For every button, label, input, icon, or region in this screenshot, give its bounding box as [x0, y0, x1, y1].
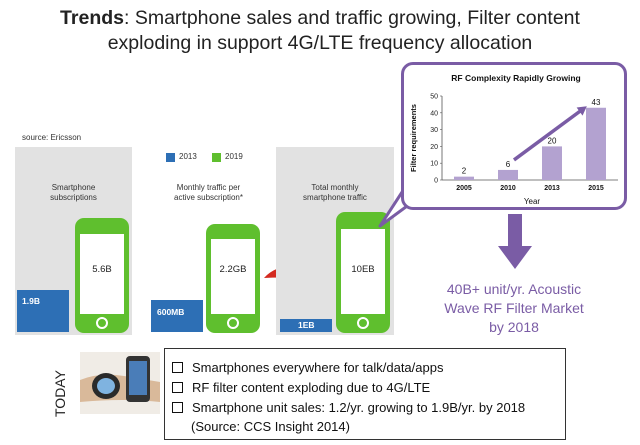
- value-2019-subscriptions: 5.6B: [92, 264, 112, 275]
- trend-arrow-head: [576, 106, 587, 116]
- bar-2013-subscriptions: 1.9B: [17, 290, 69, 332]
- y-tick-label: 0: [434, 178, 438, 185]
- checkbox-bullet-icon: [172, 402, 183, 413]
- today-label: TODAY: [52, 370, 68, 417]
- legend-2019-label: 2019: [225, 152, 243, 161]
- value-2013-traffic: 600MB: [157, 307, 185, 317]
- bar-2005: [454, 176, 474, 180]
- checkbox-bullet-icon: [172, 382, 183, 393]
- phone-2019-total: [336, 212, 390, 333]
- page-title: Trends: Smartphone sales and traffic gro…: [0, 6, 640, 56]
- phone-2019-subscriptions: [75, 218, 129, 333]
- x-tick-label-2005: 2005: [456, 185, 472, 192]
- phone-home-button: [227, 317, 239, 329]
- rf-complexity-chart: RF Complexity Rapidly Growing Filter req…: [409, 73, 618, 206]
- panel-total-label-line2: smartphone traffic: [303, 193, 367, 202]
- bullet-text: Smartphones everywhere for talk/data/app…: [192, 360, 444, 375]
- panel-total-label: Total monthly smartphone traffic: [276, 183, 394, 203]
- phone-screen: [341, 229, 385, 314]
- bullet-box: [164, 348, 566, 440]
- phone-home-button: [357, 317, 369, 329]
- source-label: source: Ericsson: [22, 133, 82, 142]
- panel-subscriptions-label-line1: Smartphone: [51, 183, 96, 192]
- data-label-2010: 6: [506, 160, 511, 169]
- y-tick-label: 50: [430, 94, 438, 101]
- chart-xlabel: Year: [524, 197, 541, 206]
- market-line-2: Wave RF Filter Market: [444, 300, 584, 316]
- chart-bars: 2 2005 6 2010 20 2013 43 2015: [454, 98, 606, 192]
- y-tick-label: 40: [430, 110, 438, 117]
- bar-2013: [542, 146, 562, 180]
- market-line-3: by 2018: [489, 319, 539, 335]
- bar-2013-traffic: 600MB: [151, 300, 203, 332]
- value-2013-subscriptions: 1.9B: [22, 296, 40, 306]
- panel-traffic-label: Monthly traffic per active subscription*: [150, 183, 267, 203]
- panel-traffic-label-line2: active subscription*: [174, 193, 243, 202]
- bullet-item-2: RF filter content exploding due to 4G/LT…: [172, 379, 430, 397]
- legend-2019-swatch: [212, 153, 221, 162]
- phone-screen: [211, 239, 255, 314]
- panel-subscriptions-label: Smartphone subscriptions: [15, 183, 132, 203]
- bullet-text: RF filter content exploding due to 4G/LT…: [192, 380, 431, 395]
- y-tick-label: 20: [430, 144, 438, 151]
- title-line2: exploding in support 4G/LTE frequency al…: [107, 32, 533, 54]
- bullet-item-3: Smartphone unit sales: 1.2/yr. growing t…: [172, 399, 525, 417]
- legend-2013-label: 2013: [179, 152, 197, 161]
- bar-2010: [498, 169, 518, 180]
- x-tick-label-2015: 2015: [588, 185, 604, 192]
- phone-2019-traffic: [206, 224, 260, 333]
- value-2019-total: 10EB: [351, 264, 375, 275]
- chart-popup: [401, 62, 627, 210]
- market-line-1: 40B+ unit/yr. Acoustic: [446, 281, 582, 297]
- title-bold: Trends: [60, 7, 124, 29]
- x-tick-label-2010: 2010: [500, 185, 516, 192]
- bullet-text: Smartphone unit sales: 1.2/yr. growing t…: [192, 400, 526, 415]
- bullet-item-1: Smartphones everywhere for talk/data/app…: [172, 359, 443, 377]
- panel-subscriptions-label-line2: subscriptions: [50, 193, 97, 202]
- value-2013-total: 1EB: [298, 320, 315, 330]
- title-rest: : Smartphone sales and traffic growing, …: [123, 7, 580, 29]
- phone-home-button: [96, 317, 108, 329]
- smartwatch-photo: [80, 352, 160, 414]
- chart-title: RF Complexity Rapidly Growing: [451, 73, 580, 83]
- trend-arrow: [512, 108, 584, 162]
- down-arrow-icon: [498, 214, 532, 269]
- panel-total-label-line1: Total monthly: [311, 183, 359, 192]
- bar-2015: [586, 107, 606, 180]
- y-tick-label: 10: [430, 161, 438, 168]
- checkbox-bullet-icon: [172, 362, 183, 373]
- data-label-2005: 2: [462, 167, 467, 176]
- legend-2013-swatch: [166, 153, 175, 162]
- panel-traffic-label-line1: Monthly traffic per: [176, 183, 241, 192]
- bar-2013-total: 1EB: [280, 319, 332, 332]
- data-label-2015: 43: [592, 98, 601, 107]
- data-label-2013: 20: [548, 136, 557, 145]
- x-tick-label-2013: 2013: [544, 185, 560, 192]
- bullet-source: (Source: CCS Insight 2014): [191, 419, 350, 434]
- market-text: 40B+ unit/yr. Acoustic Wave RF Filter Ma…: [414, 280, 614, 337]
- y-tick-label: 30: [430, 127, 438, 134]
- phone-screen: [80, 234, 124, 314]
- value-2019-traffic: 2.2GB: [219, 264, 247, 275]
- chart-ylabel: Filter requirements: [409, 104, 418, 172]
